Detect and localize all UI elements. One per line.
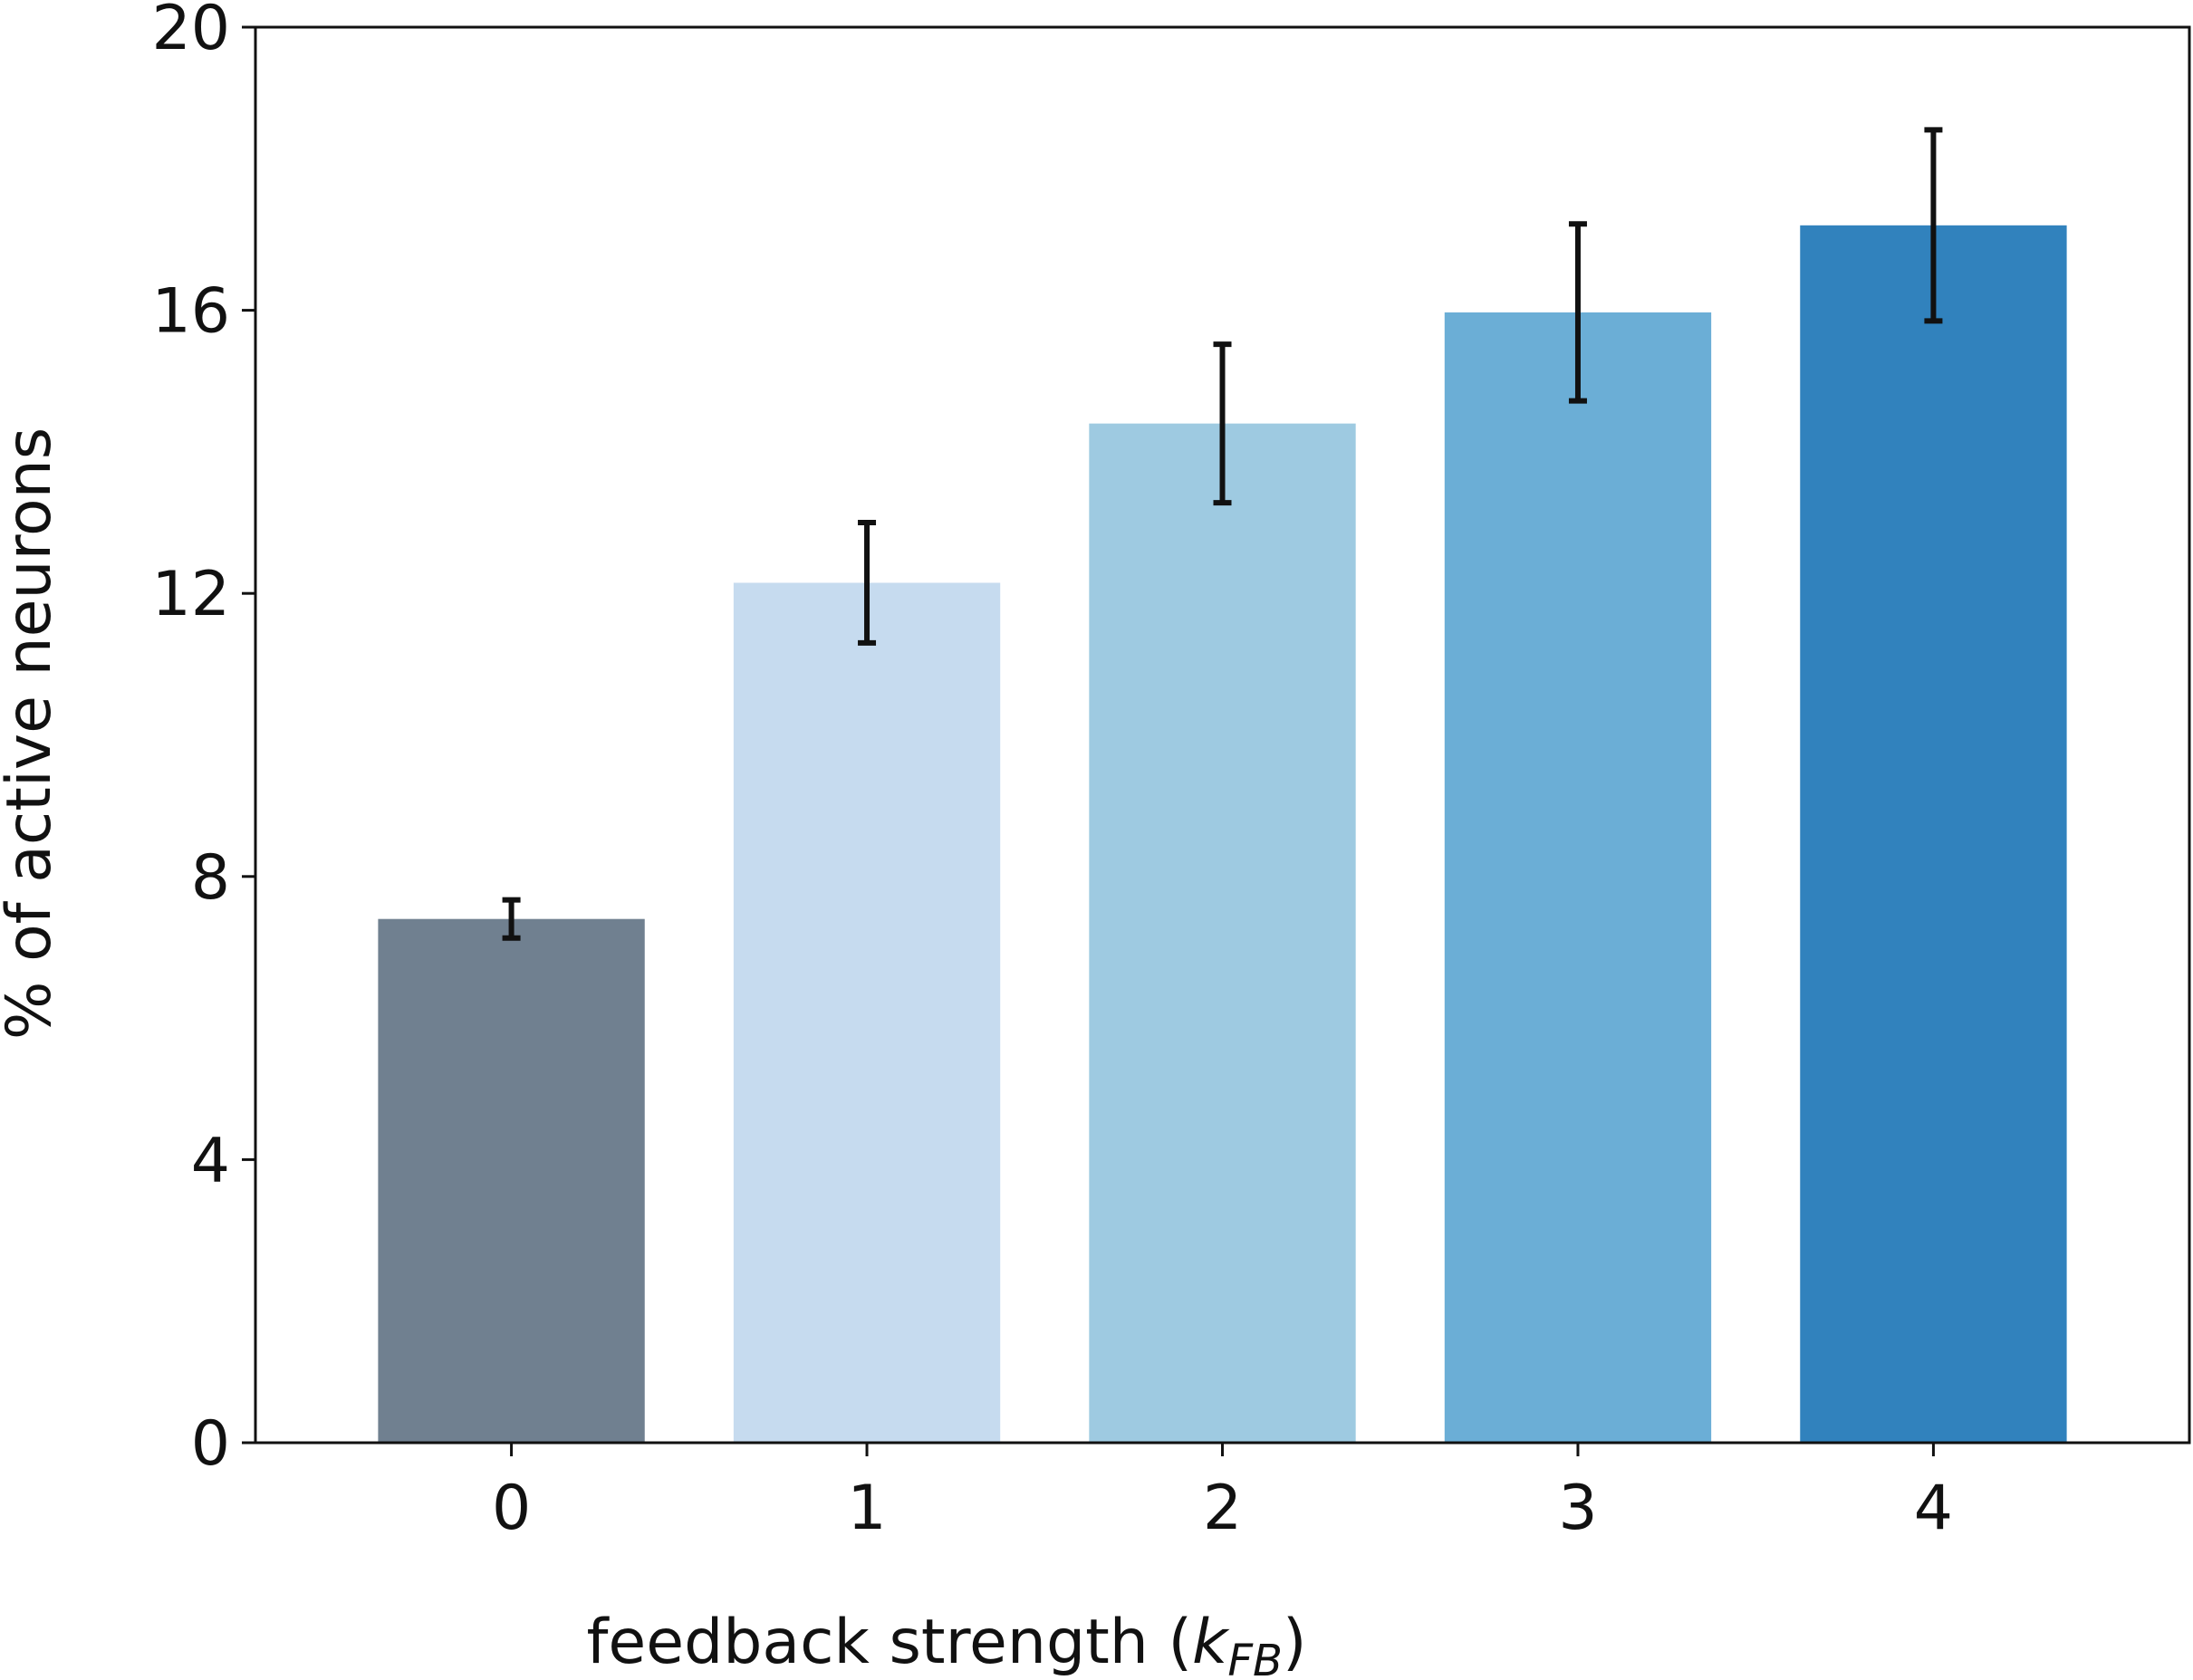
x-axis-label-prefix: feedback strength (	[586, 1607, 1192, 1678]
error-bar-3	[1568, 221, 1587, 404]
y-tick-label: 12	[151, 559, 230, 630]
plot-area	[378, 127, 2067, 1444]
bar-0	[378, 918, 645, 1443]
bar-4	[1800, 225, 2067, 1443]
x-tick-label: 0	[492, 1473, 531, 1544]
error-bar-0	[502, 897, 521, 941]
error-bar-1	[858, 520, 877, 646]
bar-2	[1089, 423, 1356, 1443]
x-tick-label: 3	[1558, 1473, 1597, 1544]
x-axis-label: feedback strength (kFB)	[586, 1607, 1306, 1680]
plot-frame	[254, 25, 2191, 1445]
bar-3	[1444, 312, 1712, 1444]
y-axis-label: % of active neurons	[0, 427, 65, 1040]
error-bar-4	[1924, 127, 1943, 324]
y-tick-label: 20	[151, 0, 230, 64]
error-bar-2	[1213, 341, 1232, 506]
y-tick-label: 8	[191, 842, 230, 914]
x-tick-label: 1	[847, 1473, 886, 1544]
bar-1	[733, 582, 1001, 1443]
y-tick-label: 4	[191, 1125, 230, 1196]
x-axis-label-subscript: FB	[1227, 1636, 1283, 1680]
x-axis-label-suffix: )	[1283, 1607, 1307, 1678]
y-tick-label: 0	[191, 1408, 230, 1480]
x-axis-label-symbol: k	[1192, 1607, 1230, 1678]
x-tick-label: 4	[1914, 1473, 1953, 1544]
x-tick-label: 2	[1203, 1473, 1242, 1544]
y-tick-label: 16	[151, 276, 230, 348]
